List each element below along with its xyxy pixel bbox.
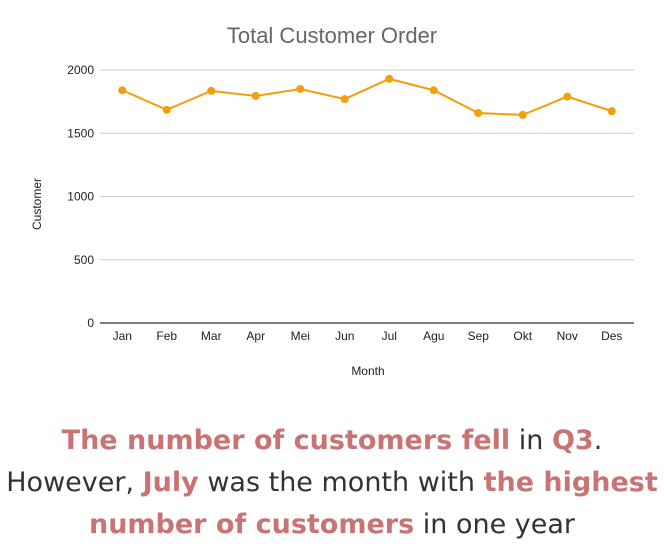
data-point-jun bbox=[340, 95, 349, 104]
y-tick-label: 1500 bbox=[67, 126, 94, 140]
caption-text: in one year bbox=[414, 509, 576, 540]
y-tick-label: 2000 bbox=[67, 63, 94, 77]
series-line bbox=[121, 77, 613, 116]
x-tick-label: Des bbox=[601, 329, 622, 343]
x-tick-label: Agu bbox=[423, 329, 444, 343]
y-tick-label: 500 bbox=[74, 253, 94, 267]
caption-highlight: The number of customers fell bbox=[61, 425, 511, 456]
caption-text: . However, bbox=[6, 425, 603, 498]
data-point-mar bbox=[207, 86, 216, 95]
x-tick-label: Nov bbox=[557, 329, 578, 343]
chart-caption: The number of customers fell in Q3. Howe… bbox=[0, 420, 664, 546]
x-tick-label: Apr bbox=[246, 329, 265, 343]
x-tick-label: Jun bbox=[335, 329, 354, 343]
x-tick-label: Okt bbox=[513, 329, 532, 343]
x-tick-label: Jul bbox=[382, 329, 397, 343]
data-point-mei bbox=[296, 84, 305, 93]
caption-highlight: the highest number of customers bbox=[88, 467, 658, 540]
chart-series bbox=[118, 74, 616, 119]
x-tick-label: Mei bbox=[291, 329, 310, 343]
chart-title: Total Customer Order bbox=[227, 23, 437, 48]
data-point-nov bbox=[563, 92, 572, 101]
data-point-feb bbox=[162, 105, 171, 114]
caption-highlight: July bbox=[142, 467, 199, 498]
caption-text: in bbox=[510, 425, 552, 456]
x-tick-label: Jan bbox=[113, 329, 132, 343]
caption-highlight: Q3 bbox=[551, 425, 594, 456]
data-point-des bbox=[607, 107, 616, 116]
y-axis-ticks: 0 500 1000 1500 2000 bbox=[67, 63, 94, 330]
x-tick-label: Mar bbox=[201, 329, 222, 343]
x-axis-label: Month bbox=[351, 364, 384, 378]
x-tick-label: Feb bbox=[156, 329, 177, 343]
data-point-jul bbox=[385, 74, 394, 83]
y-tick-label: 0 bbox=[87, 316, 94, 330]
data-point-okt bbox=[518, 110, 527, 119]
x-tick-label: Sep bbox=[468, 329, 490, 343]
data-point-jan bbox=[118, 86, 127, 95]
x-axis-ticks: Jan Feb Mar Apr Mei Jun Jul Agu Sep Okt Nov Des bbox=[113, 329, 623, 343]
caption-text: was the month with bbox=[198, 467, 484, 498]
data-point-agu bbox=[429, 86, 438, 95]
y-axis-label: Customer bbox=[30, 178, 44, 230]
line-chart: Total Customer Order 0 500 1000 1500 2000 Ja… bbox=[30, 23, 634, 378]
data-point-apr bbox=[251, 91, 260, 100]
y-tick-label: 1000 bbox=[67, 190, 94, 204]
data-point-sep bbox=[474, 109, 483, 118]
chart-gridlines bbox=[100, 69, 634, 324]
